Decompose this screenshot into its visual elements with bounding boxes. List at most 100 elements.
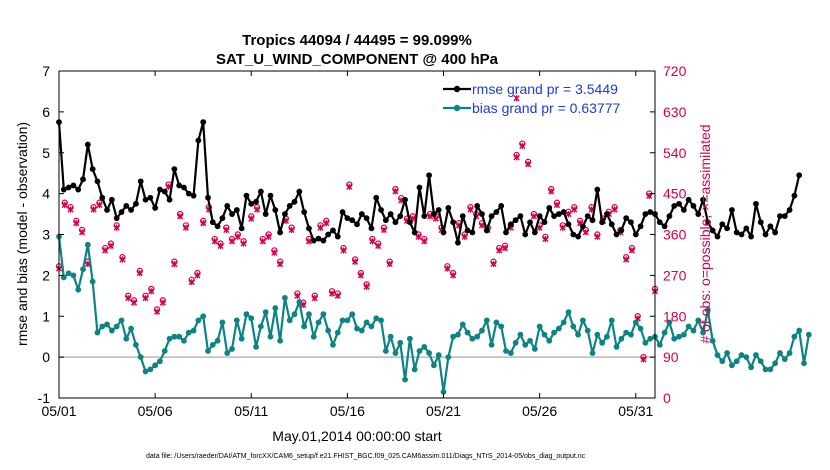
obs-assimilated-marker <box>253 206 261 213</box>
rmse-point <box>301 209 308 215</box>
rmse-point <box>729 207 735 213</box>
bias-point <box>219 319 226 326</box>
obs-assimilated-marker <box>271 249 278 256</box>
rmse-point <box>416 184 423 191</box>
bias-point <box>118 317 125 324</box>
bias-point <box>382 348 389 354</box>
bias-point <box>224 350 231 356</box>
rmse-point <box>426 172 432 179</box>
rmse-point <box>334 233 341 240</box>
bias-point <box>166 335 173 342</box>
rmse-point <box>181 184 187 191</box>
legend: rmse grand pr = 3.5449 bias grand pr = 0… <box>443 81 620 116</box>
rmse-point <box>541 219 548 226</box>
bias-point <box>296 299 303 305</box>
obs-assimilated-marker <box>444 265 451 272</box>
rmse-point <box>214 223 221 230</box>
bias-point <box>378 317 384 324</box>
obs-assimilated-marker <box>107 242 115 249</box>
rmse-point <box>738 231 745 238</box>
x-tick-label: 05/26 <box>522 403 557 419</box>
bias-point <box>589 350 596 356</box>
rmse-point <box>700 196 706 203</box>
y2-tick-label: 0 <box>663 390 671 406</box>
rmse-point <box>753 200 759 207</box>
legend-bias-marker <box>453 104 461 112</box>
bias-point <box>185 329 192 336</box>
bias-point <box>469 335 476 342</box>
legend-bias-text: bias grand pr = 0.63777 <box>472 100 620 116</box>
rmse-point <box>233 207 240 213</box>
rmse-point <box>99 194 106 201</box>
rmse-point <box>642 211 649 217</box>
rmse-point <box>580 223 586 230</box>
bias-point <box>171 333 178 340</box>
rmse-point <box>229 211 235 217</box>
bias-point <box>493 319 500 326</box>
rmse-point <box>358 211 365 217</box>
bias-point <box>243 311 250 318</box>
bias-point <box>128 325 134 332</box>
bias-point <box>157 358 163 365</box>
bias-point <box>84 241 91 248</box>
bias-point <box>709 337 716 344</box>
bias-point <box>406 335 413 342</box>
bias-point <box>522 341 529 348</box>
bias-point <box>113 323 120 330</box>
bias-point <box>474 333 481 340</box>
rmse-point <box>455 239 461 246</box>
rmse-point <box>575 233 581 240</box>
bias-point <box>748 364 755 371</box>
bias-point <box>623 329 630 336</box>
obs-assimilated-marker <box>565 210 572 218</box>
bias-point <box>142 368 149 375</box>
rmse-point <box>282 211 288 217</box>
obs-assimilated-marker <box>628 247 636 254</box>
rmse-point <box>349 217 356 224</box>
rmse-point <box>406 219 413 226</box>
rmse-point <box>142 196 149 203</box>
bias-point <box>767 366 774 373</box>
obs-assimilated-marker <box>646 192 653 199</box>
rmse-point <box>613 231 620 238</box>
bias-point <box>503 348 509 354</box>
rmse-point <box>748 233 755 240</box>
rmse-point <box>503 229 509 236</box>
rmse-point <box>195 137 202 144</box>
x-tick-label: 05/11 <box>234 403 268 419</box>
bias-point <box>757 358 764 365</box>
rmse-point <box>757 219 764 226</box>
obs-assimilated-marker <box>159 299 166 306</box>
bias-point <box>286 317 293 324</box>
rmse-point <box>238 225 245 232</box>
x-tick-label: 05/21 <box>426 403 461 419</box>
rmse-point <box>531 229 538 236</box>
bias-point <box>666 319 673 326</box>
bias-point <box>421 344 428 350</box>
rmse-point <box>402 196 408 203</box>
rmse-point <box>219 215 226 222</box>
bias-point <box>301 323 308 330</box>
rmse-point <box>262 211 269 217</box>
obs-assimilated-marker <box>113 224 120 231</box>
bias-point <box>527 337 533 344</box>
bias-point <box>373 315 380 322</box>
x-tick-label: 05/06 <box>138 403 173 419</box>
obs-assimilated-marker <box>386 260 393 268</box>
bias-point <box>229 346 235 352</box>
obs-assimilated-marker <box>234 233 241 240</box>
bias-point <box>488 341 495 348</box>
bias-point <box>349 311 356 318</box>
obs-assimilated-marker <box>102 247 109 254</box>
rmse-point <box>387 211 394 217</box>
rmse-point <box>459 213 466 220</box>
bias-point <box>781 356 788 363</box>
bias-point <box>181 337 187 344</box>
rmse-point <box>368 225 375 232</box>
rmse-point <box>786 207 793 213</box>
rmse-point <box>695 211 702 217</box>
y-axis-ticks: -1 0 1 2 3 4 5 6 7 <box>38 63 64 406</box>
bias-point <box>613 344 620 350</box>
bias-point <box>248 315 255 322</box>
rmse-point <box>161 188 168 195</box>
